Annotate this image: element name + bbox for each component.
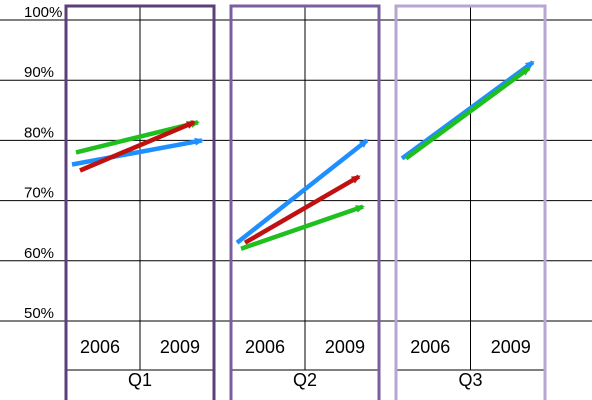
panel-label: Q3: [458, 370, 482, 390]
series-line: [404, 66, 531, 161]
y-tick-label: 70%: [24, 185, 54, 202]
panel-label: Q2: [293, 370, 317, 390]
y-tick-label: 50%: [24, 305, 54, 322]
x-tick-label: 2006: [245, 337, 285, 357]
panel-q2: 2006 2009 Q2: [229, 4, 381, 400]
series-arrowhead: [185, 121, 196, 129]
grid-lines: [0, 19, 592, 322]
series-line: [243, 174, 361, 245]
series-line: [400, 60, 535, 161]
y-tick-label: 80%: [24, 124, 54, 141]
series-arrowhead: [194, 137, 204, 146]
y-tick-label: 60%: [24, 245, 54, 262]
series-arrowhead: [350, 175, 361, 184]
x-tick-label: 2009: [160, 337, 200, 357]
panel-border: [394, 4, 547, 400]
series-arrowhead: [355, 205, 365, 213]
series-arrowhead: [524, 60, 535, 70]
panel-border: [64, 4, 216, 400]
panels: 2006 2009 Q1 2006 2009 Q2 2006 2009 Q3: [64, 4, 547, 400]
y-axis-ticks: 100% 90% 80% 70% 60% 50%: [24, 4, 62, 322]
x-tick-label: 2006: [80, 337, 120, 357]
series-line: [71, 138, 203, 167]
series-line: [79, 120, 195, 173]
y-tick-label: 100%: [24, 4, 62, 21]
panel-label: Q1: [128, 370, 152, 390]
panel-q3: 2006 2009 Q3: [394, 4, 547, 400]
panel-q1: 2006 2009 Q1: [64, 4, 216, 400]
series-line: [240, 204, 364, 251]
x-tick-label: 2006: [410, 337, 450, 357]
x-tick-label: 2009: [491, 337, 531, 357]
series-arrowhead: [359, 139, 369, 148]
series-arrowhead: [520, 66, 531, 76]
x-tick-label: 2009: [325, 337, 365, 357]
panel-border: [229, 4, 381, 400]
series-line: [235, 138, 369, 245]
y-tick-label: 90%: [24, 64, 54, 81]
